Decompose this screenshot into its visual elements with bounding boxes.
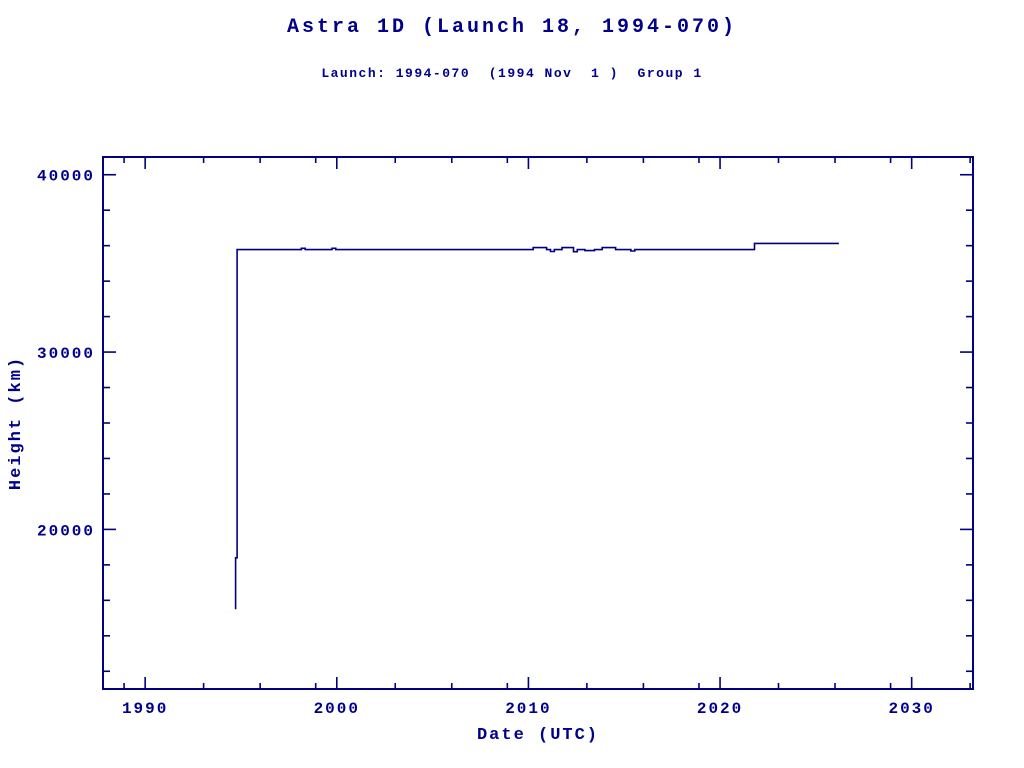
y-axis-label: Height (km) bbox=[7, 356, 26, 490]
x-tick-label: 2030 bbox=[888, 700, 934, 718]
x-tick-label: 1990 bbox=[122, 700, 168, 718]
chart-subtitle: Launch: 1994-070 (1994 Nov 1 ) Group 1 bbox=[321, 66, 703, 81]
x-tick-label: 2020 bbox=[697, 700, 743, 718]
y-tick-label: 20000 bbox=[37, 522, 95, 540]
y-tick-label: 40000 bbox=[37, 168, 95, 186]
x-tick-label: 2010 bbox=[505, 700, 551, 718]
data-line-height-history bbox=[234, 242, 839, 610]
x-tick-label: 2000 bbox=[314, 700, 360, 718]
plot-frame bbox=[102, 156, 974, 690]
y-tick-label: 30000 bbox=[37, 345, 95, 363]
x-axis-label: Date (UTC) bbox=[477, 726, 599, 745]
chart-title: Astra 1D (Launch 18, 1994-070) bbox=[286, 16, 738, 39]
